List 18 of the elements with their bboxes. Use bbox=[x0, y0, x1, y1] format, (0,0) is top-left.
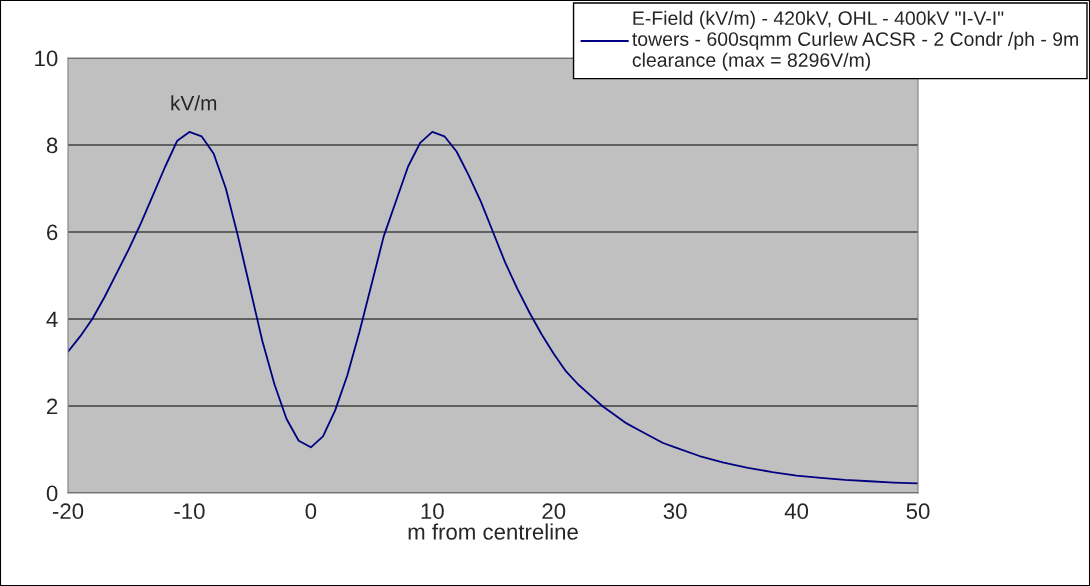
x-tick-label: 0 bbox=[305, 503, 317, 520]
line-series bbox=[68, 131, 918, 485]
x-tick-label: -10 bbox=[174, 503, 205, 520]
x-axis-title: m from centreline bbox=[408, 523, 578, 540]
x-tick-label: 30 bbox=[663, 503, 687, 520]
y-tick-label: 2 bbox=[47, 398, 58, 415]
x-tick-label: 40 bbox=[784, 503, 809, 520]
y-tick-label: 10 bbox=[35, 50, 58, 67]
y-tick-label: 8 bbox=[46, 137, 58, 154]
x-tick-label: 20 bbox=[542, 503, 566, 520]
x-tick-label: 50 bbox=[906, 503, 930, 520]
y-tick-label: 4 bbox=[46, 311, 58, 328]
y-tick-label: 6 bbox=[47, 224, 58, 241]
x-tick-label: -20 bbox=[52, 503, 84, 520]
y-axis-title: kV/m bbox=[171, 95, 217, 111]
y-tick-label: 0 bbox=[46, 485, 58, 502]
legend-label: E-Field (kV/m) - 420kV, OHL - 400kV "I-V-I" towers - 600sqmm Curlew ACSR - 2 Condr /ph - 9m clearance (max = 8296V/m) bbox=[632, 10, 1078, 71]
x-tick-label: 10 bbox=[421, 503, 444, 520]
